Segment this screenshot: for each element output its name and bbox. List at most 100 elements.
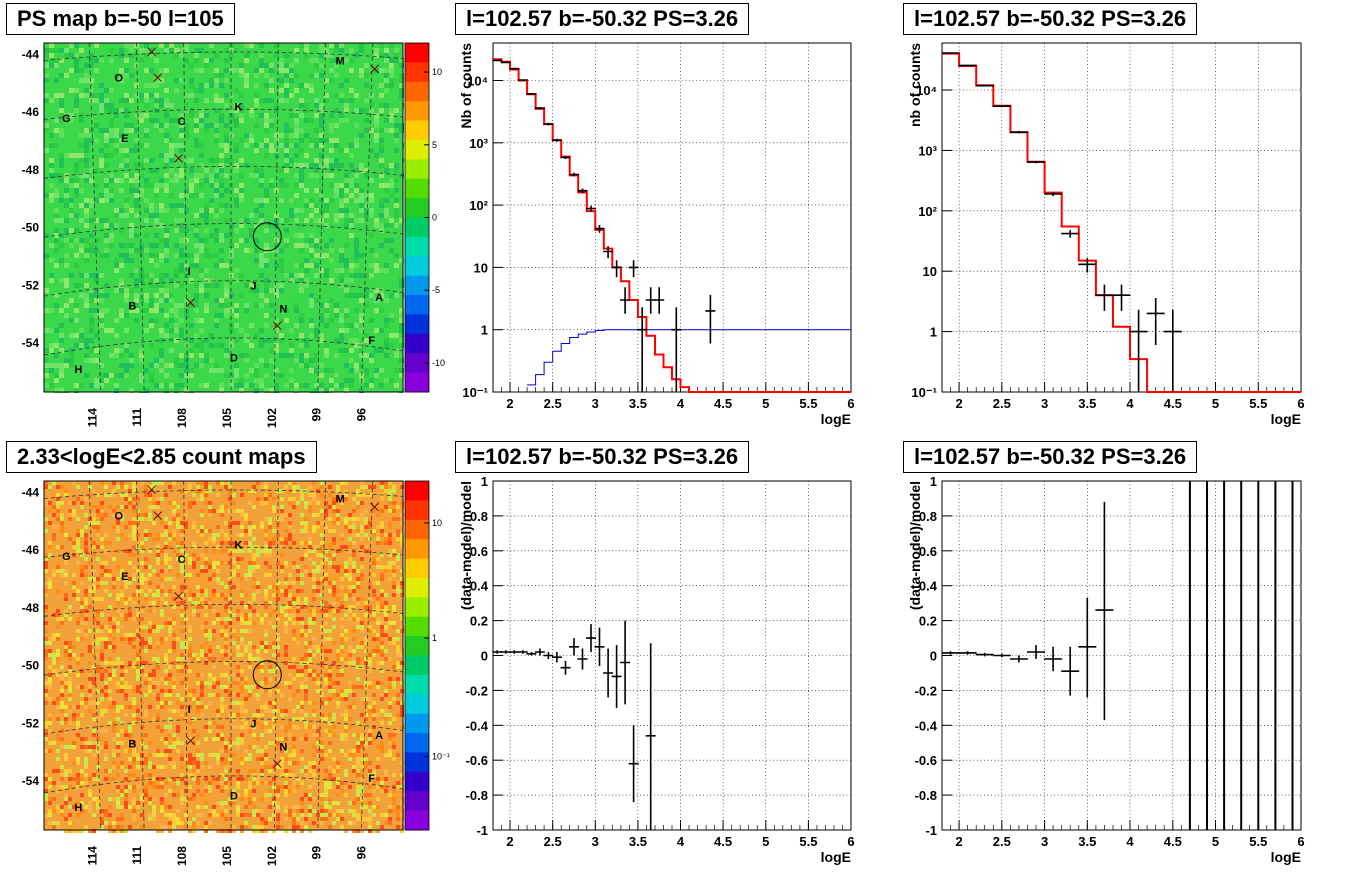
count_map-colorbar-segment: [405, 558, 429, 579]
spec2-xtick-label: 2.5: [993, 396, 1011, 411]
res2-xtick-label: 4: [1126, 834, 1134, 849]
count_map-xtick-label: 111: [130, 846, 144, 865]
res1-ytick-label: 0.2: [470, 614, 488, 629]
ps_map-colorbar-segment: [405, 314, 429, 335]
ps_map-colorbar-segment: [405, 101, 429, 122]
res1-ytick-label: -1: [476, 823, 488, 838]
ps_map-graticule: [43, 42, 404, 393]
res2-ylabel: (data-model)/model: [907, 481, 923, 610]
ps_map-xtick-label: 105: [220, 408, 234, 428]
ps_map-source-label: B: [128, 301, 136, 313]
spec1-acceptance-curve: [527, 329, 851, 386]
res1-xtick-label: 5.5: [799, 834, 817, 849]
ps_map-source-circle: [252, 222, 282, 252]
ps_map-ytick-label: -52: [22, 278, 40, 292]
spec1-data-points: [492, 59, 716, 392]
count_map-ytick-label: -44: [22, 486, 40, 500]
count_map-cross-marker: [186, 736, 195, 745]
res2-xtick-label: 5: [1212, 834, 1219, 849]
spec2-data-point: [1044, 192, 1063, 197]
ps_map-source-label: H: [74, 364, 82, 376]
count_map-colorbar-segment: [405, 733, 429, 753]
ps_map-cross-marker: [186, 298, 195, 307]
spectrum-1-title: l=102.57 b=-50.32 PS=3.26: [455, 3, 750, 35]
ps_map-ytick-label: -44: [22, 48, 40, 62]
res1-xlabel: logE: [821, 849, 851, 865]
count-map-colorbar-label: 10⁻¹: [432, 752, 450, 762]
ps_map-source-label: F: [368, 335, 375, 347]
ps-map-colorbar-label: -10: [432, 358, 445, 368]
res1-data-point: [500, 650, 511, 654]
spec1-data-point: [586, 205, 596, 212]
ps_map-xtick-label: 99: [310, 408, 324, 422]
res2-data-point: [1061, 646, 1080, 696]
res2-xtick-label: 5.5: [1249, 834, 1267, 849]
res2-ytick-label: -1: [925, 823, 937, 838]
spec1-data-point: [500, 61, 511, 64]
spec1-data-point: [645, 287, 656, 314]
res1-data-point: [560, 660, 571, 675]
count_map-xtick-label: 99: [310, 846, 324, 860]
count_map-cross-marker: [153, 511, 163, 520]
spec2-xtick-label: 5.5: [1249, 396, 1267, 411]
res2-ytick-label: 0.4: [919, 579, 938, 594]
spec2-data-points: [941, 52, 1182, 392]
res2-ytick-label: 0.8: [919, 509, 937, 524]
spectrum-2-title: l=102.57 b=-50.32 PS=3.26: [903, 3, 1198, 35]
res2-data-point: [1009, 655, 1028, 663]
ps-map-title: PS map b=-50 l=105: [6, 3, 235, 35]
spec1-plot-area: [493, 43, 851, 392]
spec1-ytick-label: 10²: [469, 198, 488, 213]
count_map-colorbar-segment: [405, 616, 429, 637]
spec2-ytick-label: 10²: [918, 204, 937, 219]
ps_map-source-label: A: [375, 292, 383, 304]
spec2-ytick-label: 10³: [918, 143, 937, 158]
spec2-xtick-label: 6: [1297, 396, 1304, 411]
res1-data-points: [492, 620, 656, 830]
count_map-source-label: O: [115, 511, 124, 523]
spec2-xtick-label: 3: [1041, 396, 1048, 411]
spec1-xlabel: logE: [821, 411, 851, 427]
ps_map-source-label: D: [230, 352, 238, 364]
ps_map-colorbar-segment: [405, 236, 429, 257]
res2-frame: [941, 480, 1302, 831]
res2-data-point: [1027, 645, 1045, 659]
spec1-xtick-label: 2.5: [544, 396, 562, 411]
count_map-ytick-label: -46: [22, 543, 40, 557]
ps-map-colorbar-label: 10: [432, 67, 442, 77]
res2-data-point: [1078, 597, 1097, 698]
count_map-cross-marker: [147, 485, 157, 495]
res2-ytick-label: 0.6: [919, 544, 937, 559]
res2-ytick-label: -0.6: [915, 753, 937, 768]
res1-ytick-label: 0.6: [470, 544, 488, 559]
res2-overflow-bars: [1188, 481, 1294, 830]
count_map-colorbar-segment: [405, 500, 429, 521]
ps_map-source-label: N: [279, 303, 287, 315]
ps_map-colorbar-segment: [405, 139, 429, 160]
count_map-source-label: E: [121, 571, 128, 583]
spec1-data-point: [534, 107, 545, 110]
ps_map-colorbar-segment: [405, 159, 429, 180]
res2-ytick-label: -0.4: [915, 718, 938, 733]
res2-xlabel: logE: [1271, 849, 1301, 865]
count_map-source-label: G: [62, 551, 71, 563]
count-map-colorbar-label: 1: [432, 633, 437, 643]
spec1-xtick-label: 5: [762, 396, 769, 411]
count_map-colorbar-segment: [405, 771, 429, 792]
ps_map-colorbar-segment: [405, 353, 429, 374]
ps_map-xtick-label: 96: [355, 408, 369, 422]
count_map-ytick-label: -52: [22, 716, 40, 730]
count_map-colorbar-segment: [405, 694, 429, 715]
residual-1-title: l=102.57 b=-50.32 PS=3.26: [455, 441, 750, 473]
count_map-colorbar-segment: [405, 713, 429, 734]
count_map-colorbar-segment: [405, 810, 429, 831]
ps_map-colorbar-segment: [405, 295, 429, 315]
spec1-xtick-label: 5.5: [799, 396, 817, 411]
spec2-xtick-label: 2: [955, 396, 962, 411]
res2-data-points: [941, 501, 1114, 721]
spec1-data-point: [569, 172, 579, 177]
spec2-ytick-label: 10: [923, 264, 937, 279]
spec2-frame: [941, 42, 1302, 393]
spec1-data-point: [560, 156, 571, 159]
ps_map-colorbar-segment: [405, 372, 429, 393]
